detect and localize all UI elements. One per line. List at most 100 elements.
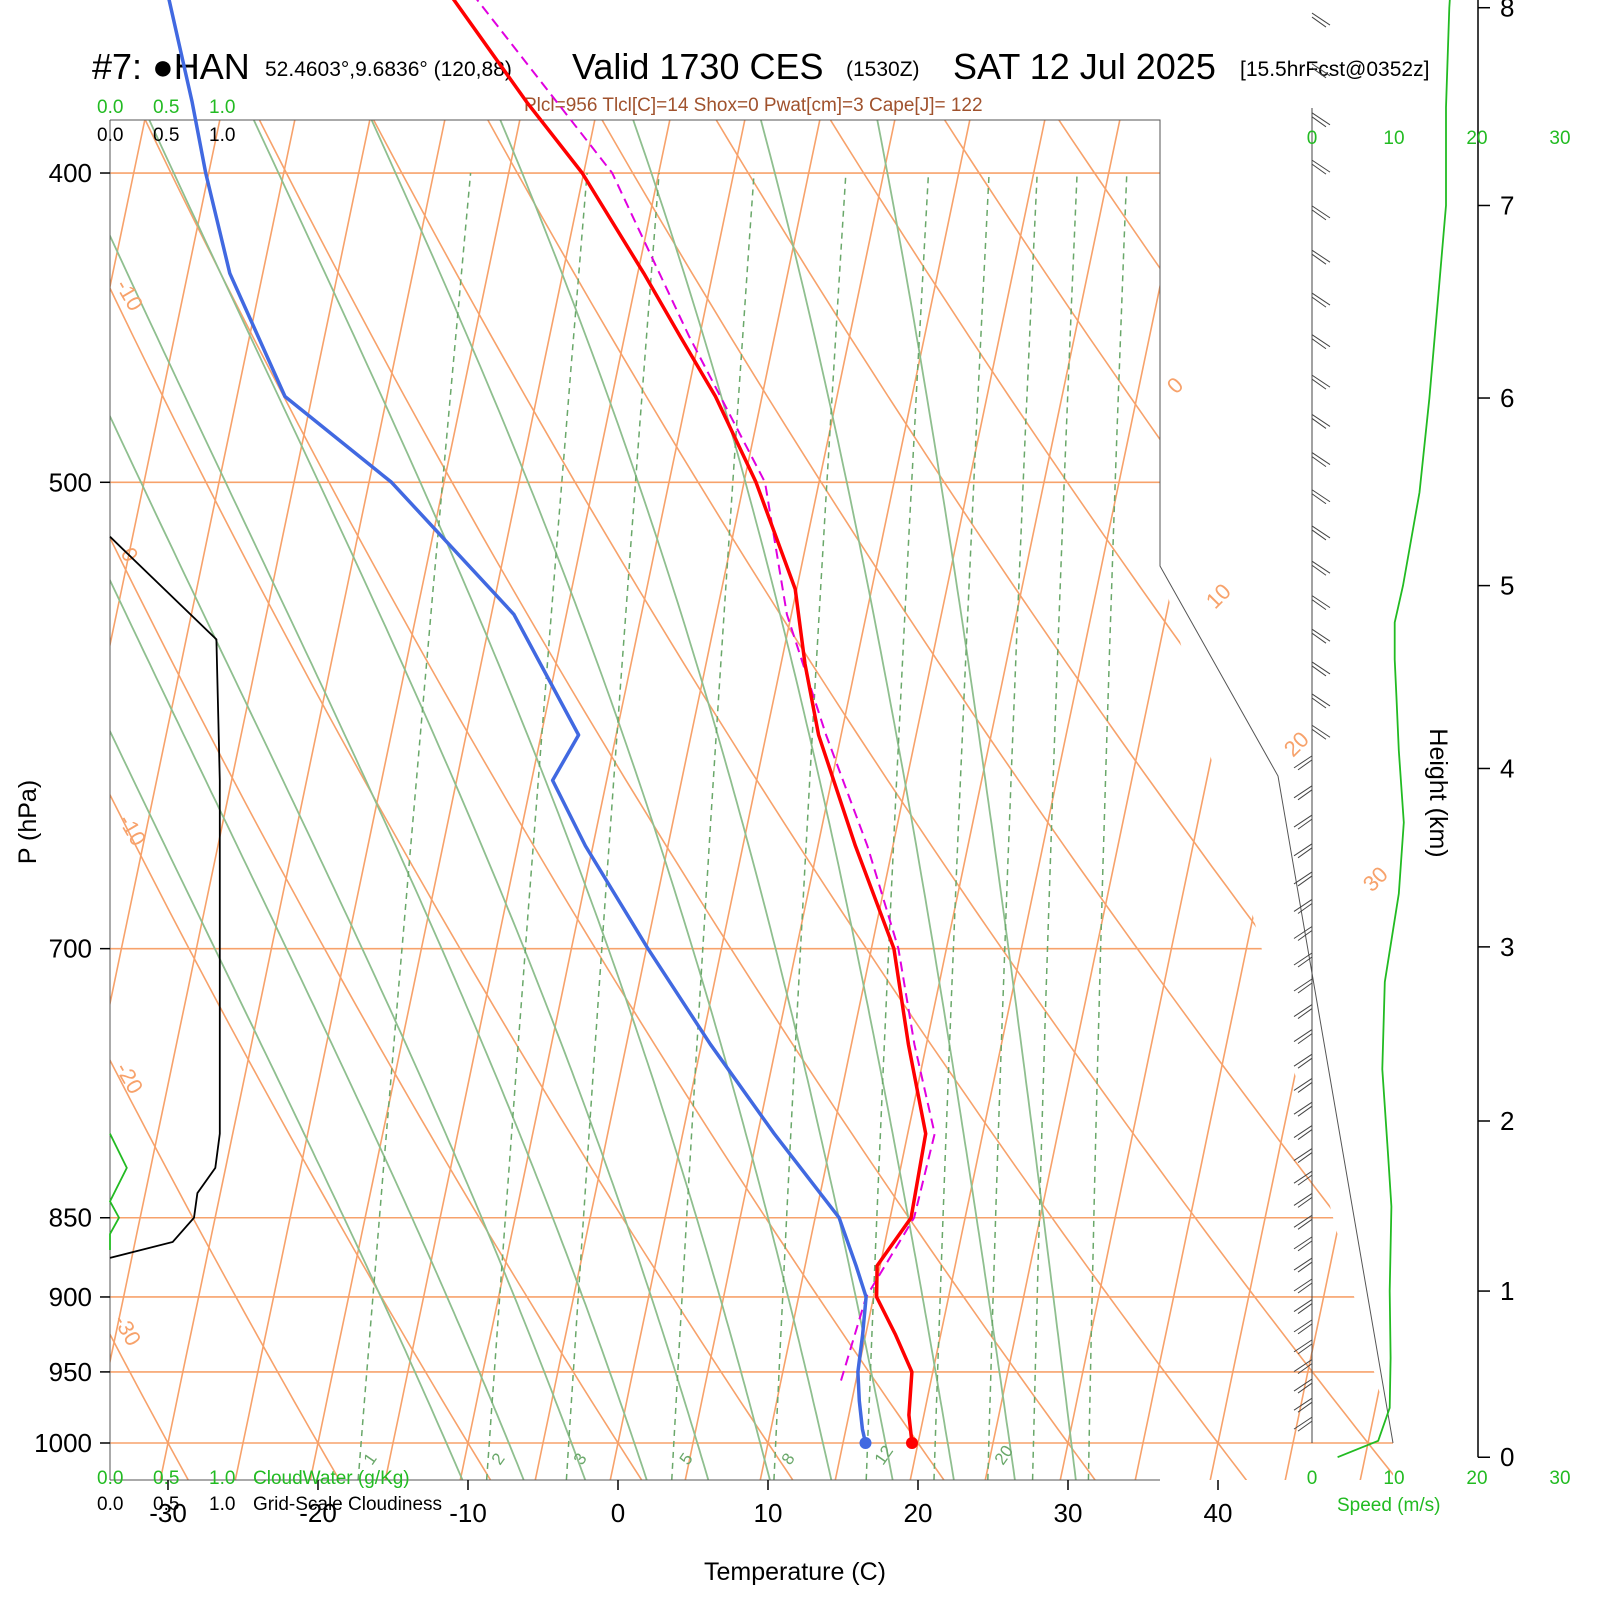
mixing-ratio-label: 12: [871, 1442, 897, 1468]
wind-barb: [1293, 1053, 1313, 1069]
speed-tick: 0: [1307, 128, 1318, 149]
cloud-tick: 0.5: [153, 1468, 179, 1489]
wind-barb: [1293, 1397, 1313, 1413]
barb-flag: [1311, 525, 1331, 539]
zulu-label: (1530Z): [846, 58, 920, 81]
barb-flag: [1293, 871, 1313, 885]
isotherm-line: [110, 120, 208, 1480]
x-tick-label: 10: [754, 1498, 783, 1528]
barb-flag: [1311, 338, 1327, 350]
wind-panel: [1293, 0, 1451, 1459]
isotherm-line: [300, 120, 733, 1480]
barb-flag: [1293, 843, 1313, 857]
barb-flag: [1293, 1236, 1313, 1250]
wind-barb: [1311, 628, 1331, 644]
mixing-ratio-line: [931, 172, 990, 1480]
wind-barb: [1311, 159, 1331, 175]
wind-barb: [1293, 1236, 1313, 1252]
speed-axis-label: Speed (m/s): [1337, 1495, 1440, 1516]
barb-flag: [1311, 205, 1331, 219]
cloud-tick: 1.0: [209, 1494, 235, 1515]
barb-flag: [1311, 413, 1331, 427]
isotherm-label: 10: [1201, 579, 1236, 614]
cloudiness-line: [109, 536, 221, 1259]
barb-flag: [1297, 1323, 1313, 1335]
barb-flag: [1311, 493, 1327, 505]
barb-flag: [1311, 724, 1331, 738]
dry-adiabat-line: [110, 120, 824, 1480]
barb-flag: [1297, 1343, 1313, 1355]
barb-flag: [1311, 529, 1327, 541]
wind-barb: [1293, 1378, 1313, 1394]
wind-barb: [1293, 1319, 1313, 1335]
barb-flag: [1297, 930, 1313, 941]
mixing-ratio-line: [985, 172, 1038, 1480]
wind-barb: [1293, 814, 1313, 830]
mixing-ratio-label: 5: [676, 1450, 697, 1469]
mixing-ratio-line: [1086, 172, 1128, 1480]
p-tick-label: 900: [49, 1282, 92, 1312]
barb-flag: [1311, 632, 1327, 644]
barb-flag: [1293, 899, 1313, 912]
cloud-top-black-ticks: 0.0 0.5 1.0: [97, 125, 235, 146]
cloud-tick: 1.0: [209, 97, 235, 118]
mixing-ratio-line: [863, 172, 930, 1480]
wind-barb: [1311, 525, 1331, 541]
barb-flag: [1297, 1105, 1313, 1117]
speed-tick: 30: [1549, 128, 1570, 149]
barb-flag: [1293, 1339, 1313, 1353]
wind-barb: [1293, 755, 1313, 771]
barb-flag: [1297, 1174, 1313, 1186]
barb-flag: [1293, 1170, 1313, 1184]
dry-adiabat-line: [357, 120, 1393, 1480]
barb-flag: [1311, 693, 1331, 707]
barb-flag: [1297, 847, 1313, 859]
barb-flag: [1297, 1218, 1313, 1230]
barb-flag: [1311, 16, 1327, 28]
p-tick-label: 700: [49, 934, 92, 964]
speed-tick: 20: [1466, 128, 1487, 149]
moist-adiabat-line: [110, 120, 842, 1480]
dry-adiabat-line: [110, 120, 976, 1480]
moist-adiabat-line: [110, 120, 662, 1480]
x-tick-label: 0: [611, 1498, 625, 1528]
barb-flag: [1293, 1299, 1313, 1313]
moist-adiabat-line: [551, 120, 1022, 1480]
barb-flag: [1293, 1101, 1313, 1115]
barb-flag: [1311, 661, 1331, 675]
barb-flag: [1293, 1125, 1313, 1138]
barb-flag: [1311, 374, 1331, 388]
wind-barb: [1311, 12, 1331, 28]
wind-barb: [1293, 1339, 1313, 1355]
barb-flag: [1311, 163, 1327, 175]
moist-adiabat-line: [110, 120, 542, 1480]
wind-barb: [1293, 1416, 1313, 1432]
barb-flag: [1293, 1378, 1313, 1392]
mixing-ratio-label: 8: [778, 1450, 799, 1469]
cloudiness-label: Grid-Scale Cloudiness: [253, 1494, 442, 1515]
axes: 012345678910-30-20-100102030402503004005…: [34, 0, 1514, 1528]
wind-barb: [1293, 1101, 1313, 1117]
wind-barb: [1311, 724, 1331, 740]
barb-flag: [1311, 67, 1327, 79]
moist-adiabat-line: [110, 120, 602, 1480]
isotherm-line: [975, 120, 1393, 1480]
isotherm-line: [825, 120, 1258, 1480]
wind-barb: [1311, 112, 1331, 128]
p-tick-label: 1000: [34, 1428, 92, 1458]
dry-adiabat-line: [1155, 120, 1393, 1480]
barb-flag: [1297, 1363, 1313, 1375]
isotherm-label: -20: [111, 1058, 149, 1098]
isotherm-line: [1275, 120, 1393, 1480]
barb-flag: [1293, 1278, 1313, 1292]
wind-barb: [1293, 1148, 1313, 1163]
barb-flag: [1311, 12, 1331, 26]
barb-flag: [1297, 1008, 1313, 1019]
wind-barb: [1311, 413, 1331, 429]
barb-flag: [1297, 1420, 1313, 1432]
isotherm-label: -10: [114, 810, 152, 850]
barb-flag: [1297, 759, 1313, 771]
barb-flag: [1311, 159, 1331, 173]
station-label: #7: ●HAN: [92, 46, 250, 87]
wind-barb: [1311, 595, 1331, 611]
